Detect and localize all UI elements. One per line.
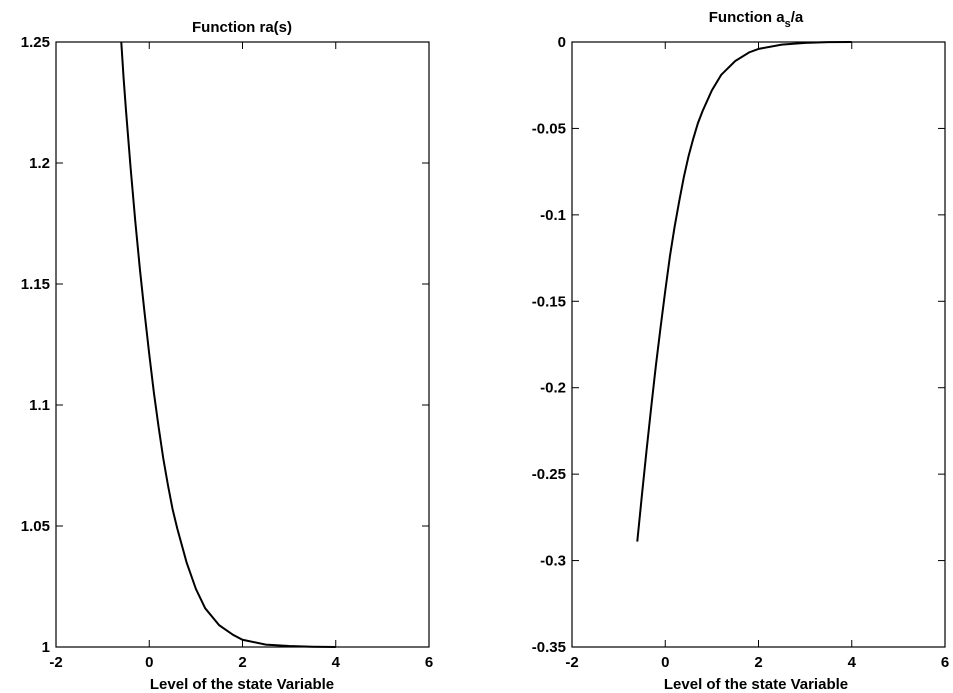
y-tick-label: 1 [42,639,50,656]
x-tick-label: 2 [754,654,762,671]
y-tick-label: -0.2 [540,380,566,397]
y-tick-label: -0.35 [532,639,566,656]
y-tick-label: -0.05 [532,120,566,137]
right-chart-title-suffix: /a [791,9,804,26]
x-tick-label: 4 [848,654,857,671]
y-tick-label: 1.2 [29,155,50,172]
left-chart-x-axis-label: Level of the state Variable [150,676,334,693]
x-tick-label: -2 [565,654,578,671]
y-tick-label: -0.15 [532,293,566,310]
y-tick-label: 1.25 [21,34,50,51]
y-tick-label: -0.25 [532,466,566,483]
x-tick-label: 6 [941,654,949,671]
y-tick-label: 1.15 [21,276,50,293]
right-chart-ticks [572,42,945,647]
x-tick-label: -2 [49,654,62,671]
y-tick-label: -0.1 [540,207,566,224]
right-chart-axes-frame [572,42,945,647]
left-chart-axes-frame [56,42,429,647]
left-chart-ticks [56,42,429,647]
left-chart-tick-labels: -2 0 2 4 6 1 1.05 1.1 1.15 1.2 1.25 [21,34,433,671]
x-tick-label: 0 [661,654,669,671]
right-chart: Function as/a -2 0 2 4 60-0.05-0.1-0.15-0.2-… [532,9,949,693]
x-tick-label: 6 [425,654,433,671]
right-chart-x-axis-label: Level of the state Variable [664,676,848,693]
left-chart: Function ra(s) -2 0 2 4 6 1 1.05 1.1 1.15 1.2 1.25… [21,19,433,693]
y-tick-label: -0.3 [540,553,566,570]
left-chart-title: Function ra(s) [192,19,292,36]
y-tick-label: 1.05 [21,518,50,535]
x-tick-label: 4 [332,654,341,671]
right-chart-title-main: Function a [709,9,785,26]
right-chart-tick-labels: -2 0 2 4 6 0 -0.05 -0.1 -0.15 -0.2 -0.25 -0.3 -0.35 [532,34,949,671]
right-chart-title: Function as/a [709,9,804,30]
x-tick-label: 2 [238,654,246,671]
right-chart-series-line [637,42,851,542]
x-tick-label: 0 [145,654,153,671]
y-tick-label: 0 [558,34,566,51]
left-chart-series-line [121,42,335,647]
y-tick-label: 1.1 [29,397,50,414]
